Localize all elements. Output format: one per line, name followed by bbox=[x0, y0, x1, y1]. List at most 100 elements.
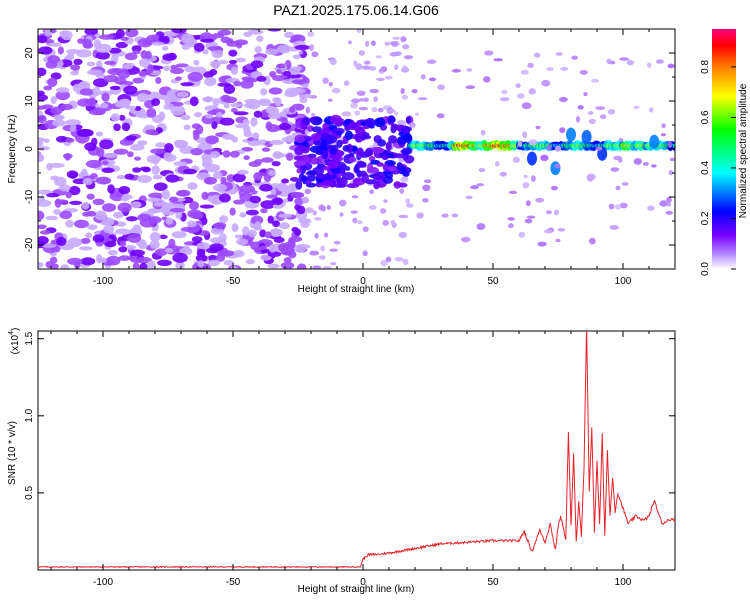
snr-x-tick-label: 0 bbox=[360, 577, 366, 588]
spectrogram-cell bbox=[273, 236, 285, 243]
spectrogram-cell bbox=[417, 97, 428, 101]
spectrogram-cell bbox=[309, 156, 320, 165]
spectrogram-cell bbox=[405, 116, 412, 124]
spectrogram-cell bbox=[162, 53, 176, 61]
spectrogram-cell bbox=[420, 74, 426, 80]
spectrogram-cell bbox=[209, 243, 224, 252]
snr-x-tick-label: -50 bbox=[226, 577, 241, 588]
spectrogram-cell bbox=[537, 241, 547, 247]
spectrogram-cell bbox=[666, 202, 672, 207]
spectrogram-cell bbox=[437, 84, 445, 91]
spectrogram-cell bbox=[102, 160, 109, 166]
chart-title: PAZ1.2025.175.06.14.G06 bbox=[273, 2, 439, 18]
spectrogram-cell bbox=[113, 123, 121, 132]
spectrogram-cell bbox=[211, 199, 221, 205]
spectrogram-cell bbox=[296, 263, 307, 269]
spectrogram-cell bbox=[396, 139, 405, 145]
spectrogram-cell bbox=[94, 210, 107, 221]
spectrogram-cell bbox=[268, 244, 276, 253]
spectrogram-x-tick-label: 0 bbox=[360, 276, 366, 287]
spectrogram-cell bbox=[82, 177, 93, 186]
spectrogram-cell bbox=[265, 121, 273, 130]
spectrogram-cell bbox=[53, 208, 61, 215]
spectrogram-cell bbox=[38, 141, 44, 147]
spectrogram-y-axis-label: Frequency (Hz) bbox=[7, 115, 18, 184]
spectrogram-cell bbox=[47, 42, 62, 47]
snr-panel: -100 -50 0 50 100 0.5 1.0 1.5 Height of straigh… bbox=[7, 328, 676, 595]
spectrogram-cell bbox=[231, 223, 239, 233]
spectrogram-cell bbox=[171, 29, 187, 34]
spectrogram-cell bbox=[145, 129, 158, 136]
spectrogram-cell bbox=[394, 111, 399, 116]
spectrogram-cell bbox=[305, 179, 312, 186]
spectrogram-cell bbox=[423, 179, 432, 184]
spectrogram-cell bbox=[422, 184, 431, 192]
spectrogram-cell bbox=[235, 57, 247, 63]
spectrogram-cell bbox=[86, 69, 103, 76]
spectrogram-cell bbox=[250, 60, 264, 69]
spectrogram-cell bbox=[180, 226, 195, 232]
colorbar-gradient bbox=[712, 29, 736, 269]
spectrogram-cell bbox=[649, 134, 660, 149]
spectrogram-cell bbox=[73, 58, 83, 66]
spectrogram-cell bbox=[290, 87, 306, 94]
spectrogram-cell bbox=[633, 158, 643, 165]
spectrogram-cell bbox=[173, 161, 188, 167]
spectrogram-cell bbox=[451, 68, 462, 73]
spectrogram-cell bbox=[212, 183, 227, 192]
spectrogram-cell bbox=[329, 58, 337, 66]
spectrogram-cell bbox=[205, 114, 214, 119]
spectrogram-cell bbox=[118, 255, 131, 261]
spectrogram-cell bbox=[101, 92, 110, 102]
spectrogram-cell bbox=[220, 176, 227, 184]
spectrogram-cell bbox=[483, 76, 491, 83]
spectrogram-cell bbox=[606, 58, 612, 64]
spectrogram-cell bbox=[322, 266, 332, 269]
spectrogram-cell bbox=[249, 195, 261, 204]
spectrogram-cell bbox=[181, 196, 194, 204]
spectrogram-cell bbox=[184, 65, 195, 73]
spectrogram-cell bbox=[179, 145, 194, 155]
spectrogram-cell bbox=[345, 166, 351, 171]
spectrogram-cell bbox=[38, 67, 47, 77]
spectrogram-cell bbox=[148, 91, 162, 101]
spectrogram-cell bbox=[256, 75, 267, 82]
spectrogram-cell bbox=[372, 147, 385, 154]
spectrogram-cell bbox=[85, 159, 102, 169]
spectrogram-cell bbox=[647, 205, 655, 211]
spectrogram-cell bbox=[267, 170, 276, 176]
spectrogram-cell bbox=[589, 237, 596, 245]
spectrogram-cell bbox=[272, 97, 281, 103]
spectrogram-cell bbox=[207, 259, 220, 267]
spectrogram-cell bbox=[104, 241, 117, 248]
spectrogram-cell bbox=[190, 148, 204, 156]
spectrogram-cell bbox=[404, 155, 415, 164]
spectrogram-cell bbox=[517, 140, 523, 147]
spectrogram-cell bbox=[42, 243, 57, 248]
spectrogram-cell bbox=[102, 217, 115, 227]
spectrogram-cell bbox=[329, 154, 341, 161]
spectrogram-cell bbox=[272, 220, 280, 228]
spectrogram-cell bbox=[120, 98, 131, 107]
snr-x-axis-label: Height of straight line (km) bbox=[298, 584, 415, 595]
snr-line bbox=[38, 331, 675, 569]
spectrogram-cell bbox=[228, 49, 238, 57]
spectrogram-x-tick-label: -50 bbox=[226, 276, 241, 287]
spectrogram-cell bbox=[272, 153, 289, 158]
spectrogram-cell bbox=[228, 59, 238, 65]
spectrogram-cell bbox=[139, 58, 151, 68]
spectrogram-cell bbox=[655, 59, 664, 64]
snr-y-tick-label: 1.0 bbox=[24, 408, 35, 422]
spectrogram-cell bbox=[335, 177, 344, 183]
spectrogram-cell bbox=[230, 107, 238, 113]
spectrogram-cell bbox=[314, 217, 322, 221]
spectrogram-cell bbox=[168, 238, 176, 249]
spectrogram-cell bbox=[387, 109, 396, 113]
spectrogram-cell bbox=[669, 157, 675, 162]
spectrogram-cell bbox=[70, 64, 81, 71]
spectrogram-cell bbox=[46, 193, 60, 198]
spectrogram-cell bbox=[283, 31, 295, 38]
spectrogram-cell bbox=[531, 175, 536, 182]
spectrogram-cell bbox=[281, 117, 288, 125]
spectrogram-cell bbox=[60, 30, 73, 41]
